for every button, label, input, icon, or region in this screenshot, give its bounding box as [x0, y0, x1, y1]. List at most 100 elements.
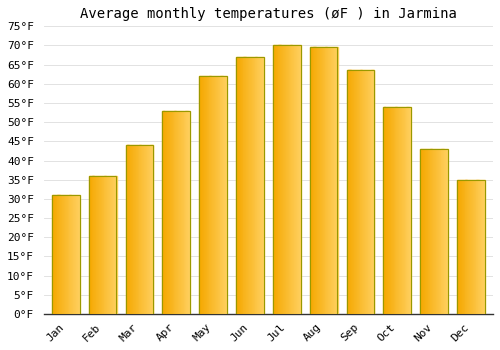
- Bar: [387, 107, 388, 314]
- Bar: [147, 145, 148, 314]
- Bar: [179, 111, 180, 314]
- Bar: [300, 46, 301, 314]
- Bar: [112, 176, 114, 314]
- Bar: [225, 76, 226, 314]
- Bar: [208, 76, 210, 314]
- Bar: [333, 47, 334, 314]
- Bar: [298, 46, 299, 314]
- Bar: [206, 76, 207, 314]
- Bar: [136, 145, 137, 314]
- Bar: [318, 47, 319, 314]
- Bar: [356, 70, 357, 314]
- Bar: [143, 145, 144, 314]
- Bar: [52, 195, 53, 314]
- Bar: [287, 46, 288, 314]
- Bar: [275, 46, 276, 314]
- Bar: [445, 149, 446, 314]
- Bar: [204, 76, 205, 314]
- Bar: [472, 180, 473, 314]
- Bar: [285, 46, 286, 314]
- Title: Average monthly temperatures (øF ) in Jarmina: Average monthly temperatures (øF ) in Ja…: [80, 7, 457, 21]
- Bar: [70, 195, 72, 314]
- Bar: [326, 47, 328, 314]
- Bar: [368, 70, 369, 314]
- Bar: [469, 180, 470, 314]
- Bar: [95, 176, 96, 314]
- Bar: [310, 47, 338, 314]
- Bar: [468, 180, 469, 314]
- Bar: [78, 195, 80, 314]
- Bar: [427, 149, 428, 314]
- Bar: [273, 46, 274, 314]
- Bar: [370, 70, 371, 314]
- Bar: [140, 145, 141, 314]
- Bar: [358, 70, 360, 314]
- Bar: [436, 149, 437, 314]
- Bar: [254, 57, 256, 314]
- Bar: [77, 195, 78, 314]
- Bar: [330, 47, 331, 314]
- Bar: [482, 180, 483, 314]
- Bar: [242, 57, 244, 314]
- Bar: [130, 145, 132, 314]
- Bar: [101, 176, 102, 314]
- Bar: [352, 70, 354, 314]
- Bar: [471, 180, 472, 314]
- Bar: [292, 46, 294, 314]
- Bar: [286, 46, 287, 314]
- Bar: [169, 111, 170, 314]
- Bar: [220, 76, 222, 314]
- Bar: [164, 111, 166, 314]
- Bar: [174, 111, 176, 314]
- Bar: [202, 76, 203, 314]
- Bar: [299, 46, 300, 314]
- Bar: [360, 70, 362, 314]
- Bar: [52, 195, 80, 314]
- Bar: [98, 176, 99, 314]
- Bar: [399, 107, 400, 314]
- Bar: [324, 47, 326, 314]
- Bar: [386, 107, 388, 314]
- Bar: [110, 176, 111, 314]
- Bar: [249, 57, 250, 314]
- Bar: [478, 180, 480, 314]
- Bar: [425, 149, 426, 314]
- Bar: [239, 57, 240, 314]
- Bar: [334, 47, 336, 314]
- Bar: [144, 145, 145, 314]
- Bar: [462, 180, 464, 314]
- Bar: [480, 180, 482, 314]
- Bar: [75, 195, 76, 314]
- Bar: [357, 70, 358, 314]
- Bar: [134, 145, 135, 314]
- Bar: [168, 111, 169, 314]
- Bar: [283, 46, 284, 314]
- Bar: [319, 47, 320, 314]
- Bar: [60, 195, 62, 314]
- Bar: [58, 195, 59, 314]
- Bar: [172, 111, 174, 314]
- Bar: [288, 46, 290, 314]
- Bar: [358, 70, 359, 314]
- Bar: [97, 176, 98, 314]
- Bar: [126, 145, 128, 314]
- Bar: [314, 47, 316, 314]
- Bar: [353, 70, 354, 314]
- Bar: [403, 107, 404, 314]
- Bar: [282, 46, 284, 314]
- Bar: [74, 195, 75, 314]
- Bar: [420, 149, 422, 314]
- Bar: [170, 111, 172, 314]
- Bar: [406, 107, 408, 314]
- Bar: [136, 145, 138, 314]
- Bar: [293, 46, 294, 314]
- Bar: [63, 195, 64, 314]
- Bar: [236, 57, 264, 314]
- Bar: [336, 47, 338, 314]
- Bar: [178, 111, 179, 314]
- Bar: [365, 70, 366, 314]
- Bar: [364, 70, 365, 314]
- Bar: [66, 195, 68, 314]
- Bar: [320, 47, 321, 314]
- Bar: [483, 180, 484, 314]
